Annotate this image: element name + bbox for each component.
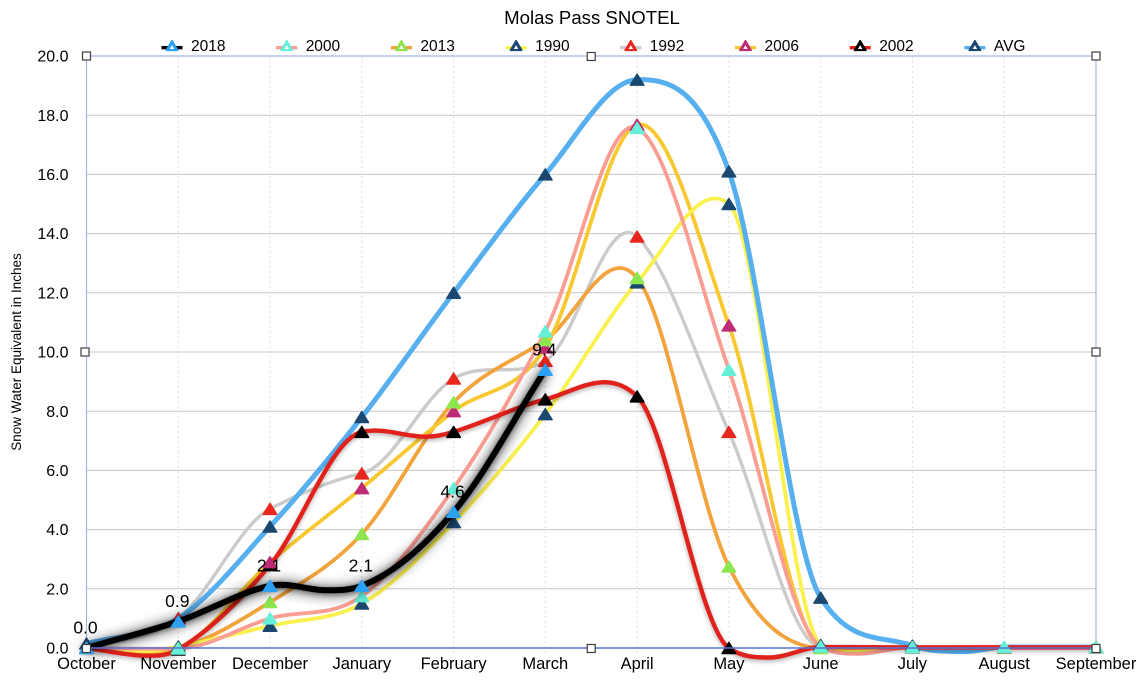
- svg-text:September: September: [1056, 655, 1137, 673]
- svg-text:2013: 2013: [420, 38, 454, 55]
- svg-text:18.0: 18.0: [37, 108, 68, 125]
- svg-text:August: August: [979, 655, 1031, 673]
- svg-text:2002: 2002: [879, 38, 913, 55]
- svg-text:2000: 2000: [306, 38, 341, 55]
- svg-text:March: March: [522, 655, 568, 673]
- svg-text:November: November: [140, 655, 217, 673]
- svg-text:June: June: [803, 655, 839, 673]
- svg-text:0.0: 0.0: [46, 641, 68, 658]
- svg-text:2018: 2018: [191, 38, 225, 55]
- svg-text:20.0: 20.0: [37, 49, 68, 66]
- svg-text:Snow Water Equivalent in Inche: Snow Water Equivalent in Inches: [9, 253, 24, 451]
- svg-text:10.0: 10.0: [37, 345, 68, 362]
- svg-text:12.0: 12.0: [37, 285, 68, 302]
- svg-text:16.0: 16.0: [37, 167, 68, 184]
- svg-text:0.0: 0.0: [73, 618, 98, 638]
- svg-text:2006: 2006: [765, 38, 799, 55]
- svg-text:1992: 1992: [650, 38, 684, 55]
- svg-text:2.1: 2.1: [257, 556, 281, 576]
- svg-text:4.6: 4.6: [440, 482, 464, 502]
- svg-text:Molas Pass SNOTEL: Molas Pass SNOTEL: [504, 7, 680, 28]
- svg-text:2.1: 2.1: [349, 556, 373, 576]
- svg-text:April: April: [621, 655, 654, 673]
- svg-text:February: February: [421, 655, 488, 673]
- svg-text:May: May: [713, 655, 745, 673]
- svg-text:October: October: [57, 655, 116, 673]
- svg-text:2.0: 2.0: [46, 581, 68, 598]
- svg-text:1990: 1990: [535, 38, 570, 55]
- svg-text:8.0: 8.0: [46, 404, 68, 421]
- svg-text:0.9: 0.9: [165, 591, 189, 611]
- svg-text:December: December: [232, 655, 309, 673]
- svg-text:4.0: 4.0: [46, 522, 68, 539]
- svg-text:14.0: 14.0: [37, 226, 68, 243]
- svg-text:July: July: [898, 655, 928, 673]
- svg-text:January: January: [332, 655, 391, 673]
- svg-text:AVG: AVG: [994, 38, 1026, 55]
- svg-text:9.4: 9.4: [532, 340, 557, 360]
- svg-text:6.0: 6.0: [46, 463, 68, 480]
